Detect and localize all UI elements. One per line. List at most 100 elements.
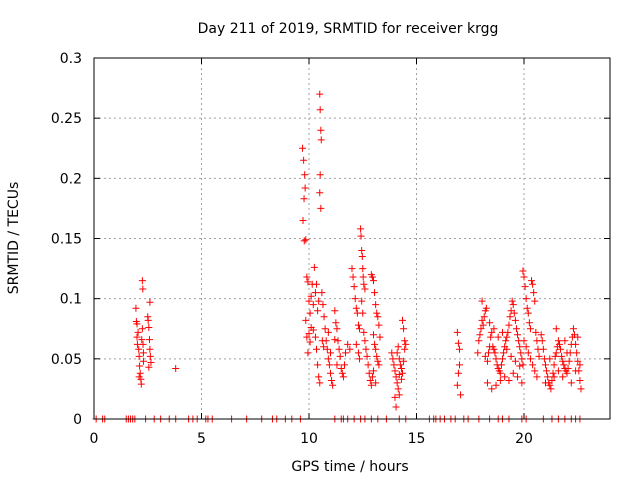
- data-point: [316, 90, 324, 98]
- data-point: [500, 349, 508, 357]
- data-point: [502, 337, 510, 345]
- data-point: [334, 337, 342, 345]
- data-point: [133, 320, 141, 328]
- data-point: [342, 349, 350, 357]
- data-point: [368, 273, 376, 281]
- data-point: [552, 349, 560, 357]
- data-point: [397, 375, 405, 383]
- data-point: [478, 297, 486, 305]
- data-point: [323, 345, 331, 353]
- data-point: [315, 373, 323, 381]
- data-point: [512, 325, 520, 333]
- data-point: [546, 355, 554, 363]
- data-points: [92, 90, 585, 423]
- data-point: [573, 349, 581, 357]
- data-point: [370, 277, 377, 285]
- data-point: [554, 337, 562, 345]
- data-point: [138, 325, 146, 333]
- data-point: [328, 376, 336, 384]
- data-point: [360, 328, 368, 336]
- data-point: [543, 367, 551, 375]
- data-point: [522, 343, 530, 351]
- data-point: [478, 316, 486, 324]
- data-point: [139, 349, 147, 357]
- data-point: [313, 280, 321, 288]
- data-point: [574, 333, 582, 341]
- data-point: [522, 295, 530, 303]
- data-point: [324, 328, 332, 336]
- data-point: [529, 280, 537, 288]
- data-point: [304, 349, 312, 357]
- data-point: [526, 355, 534, 363]
- data-point: [135, 345, 143, 353]
- data-point: [172, 364, 180, 372]
- data-point: [300, 156, 308, 164]
- data-point: [555, 340, 563, 348]
- data-point: [300, 195, 308, 203]
- data-point: [359, 273, 367, 281]
- data-point: [506, 313, 514, 321]
- data-point: [321, 325, 329, 333]
- data-point: [549, 369, 557, 377]
- data-point: [391, 367, 399, 375]
- data-point: [514, 331, 522, 339]
- data-point: [561, 337, 569, 345]
- data-point: [146, 298, 154, 306]
- data-point: [483, 379, 491, 387]
- data-point: [492, 355, 500, 363]
- data-point: [306, 338, 314, 346]
- data-point: [374, 313, 382, 321]
- data-point: [311, 333, 319, 341]
- data-point: [313, 345, 321, 353]
- data-point: [501, 373, 509, 381]
- data-point: [314, 307, 322, 315]
- data-point: [375, 361, 383, 369]
- data-point: [535, 352, 543, 360]
- data-point: [136, 362, 144, 370]
- data-point: [550, 373, 558, 381]
- data-point: [511, 357, 519, 365]
- data-point: [559, 373, 567, 381]
- data-point: [144, 316, 152, 324]
- data-point: [563, 349, 571, 357]
- data-point: [327, 369, 334, 377]
- data-point: [488, 385, 496, 393]
- data-point: [356, 355, 364, 363]
- data-point: [314, 361, 322, 369]
- y-tick-label: 0.1: [60, 292, 82, 308]
- data-point: [299, 216, 307, 224]
- data-point: [560, 361, 568, 369]
- data-point: [514, 373, 522, 381]
- data-point: [136, 369, 144, 377]
- data-point: [488, 328, 496, 336]
- data-point: [526, 325, 534, 333]
- data-point: [138, 336, 146, 344]
- data-point: [339, 373, 347, 381]
- y-tick-label: 0.05: [51, 352, 82, 368]
- y-axis-label: SRMTID / TECUs: [6, 182, 22, 295]
- data-point: [318, 289, 326, 297]
- data-point: [139, 340, 147, 348]
- y-tick-label: 0.15: [51, 232, 82, 248]
- data-point: [479, 321, 487, 329]
- data-point: [299, 144, 307, 152]
- data-point: [533, 373, 541, 381]
- data-point: [552, 325, 560, 333]
- data-point: [371, 289, 379, 297]
- data-point: [531, 297, 539, 305]
- data-point: [499, 328, 506, 336]
- data-point: [145, 324, 153, 332]
- data-point: [391, 393, 399, 401]
- data-point: [374, 357, 382, 365]
- chart-title: Day 211 of 2019, SRMTID for receiver krg…: [198, 21, 499, 37]
- data-point: [392, 403, 400, 411]
- data-point: [301, 171, 309, 179]
- data-point: [135, 373, 143, 381]
- data-point: [572, 340, 580, 348]
- data-point: [337, 364, 345, 372]
- data-point: [367, 381, 375, 389]
- data-point: [537, 331, 545, 339]
- data-point: [311, 289, 319, 297]
- data-point: [503, 333, 511, 341]
- data-point: [310, 263, 318, 271]
